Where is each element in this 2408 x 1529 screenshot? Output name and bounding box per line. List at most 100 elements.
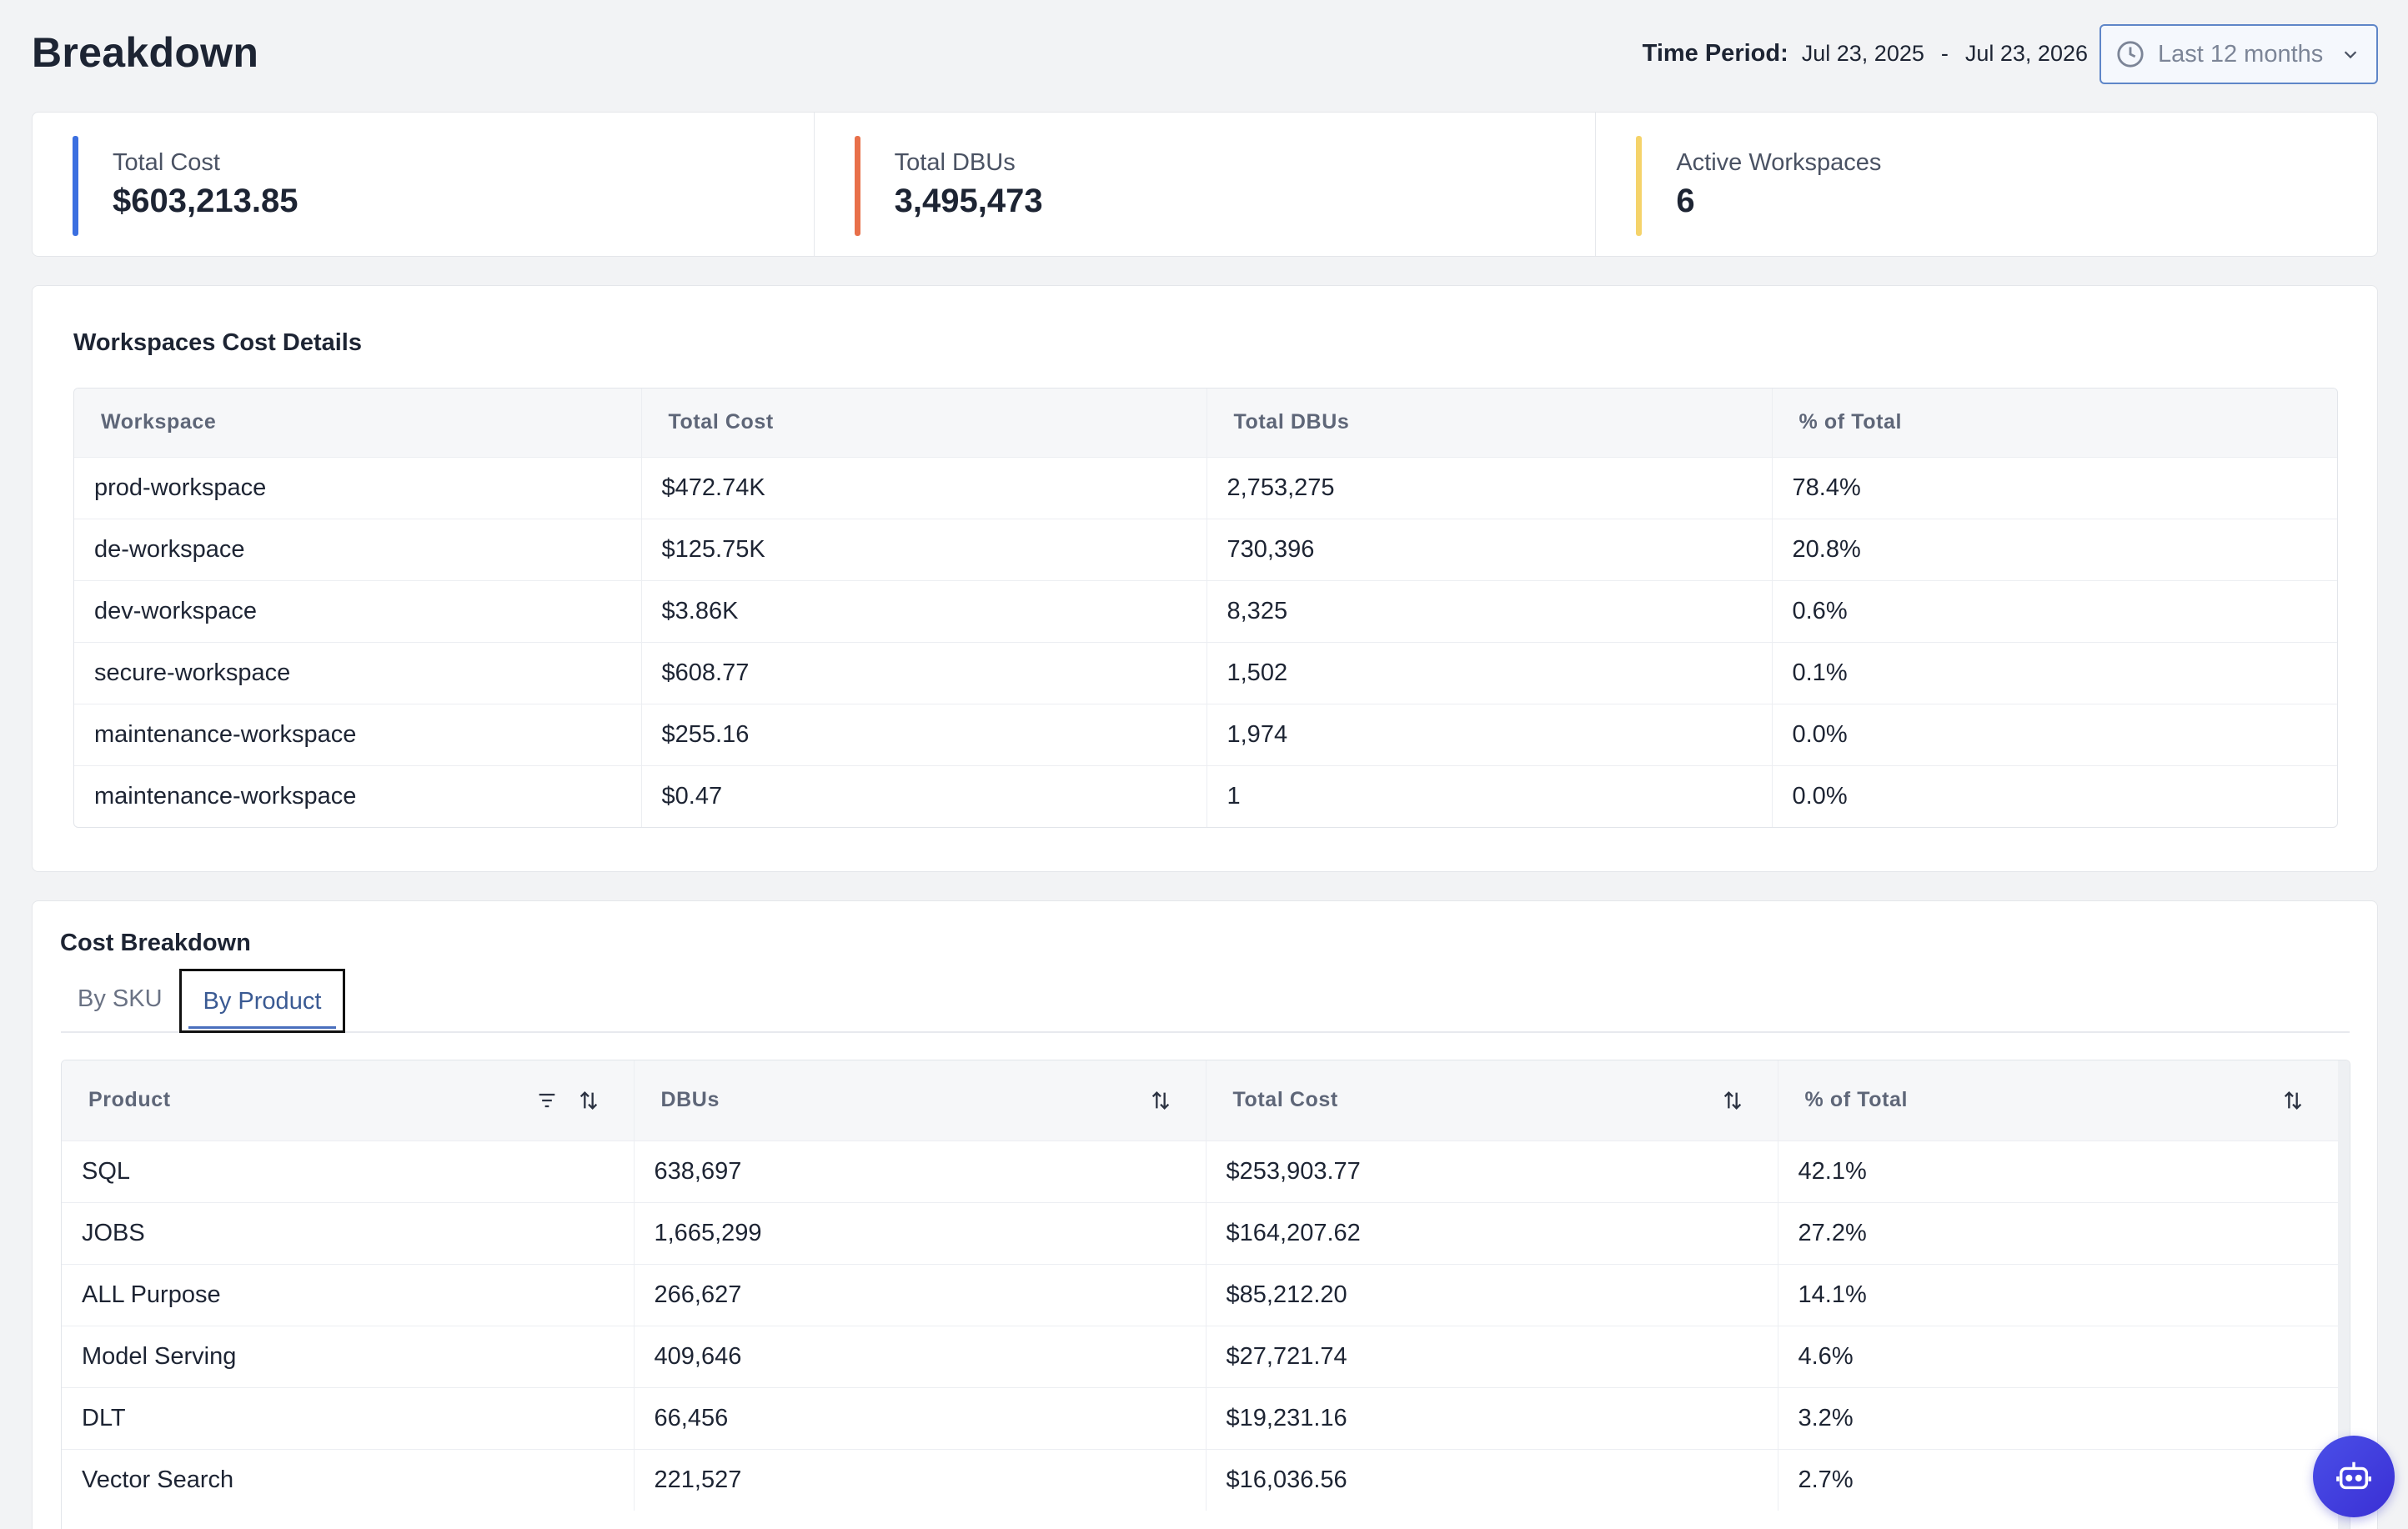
cell-total-cost: $0.47 — [640, 764, 1207, 827]
cell-total-cost: $3.86K — [640, 579, 1207, 642]
start-date: Jul 23, 2025 — [1801, 41, 1924, 66]
tab-by-product[interactable]: By Product — [178, 969, 346, 1033]
column-header-label: Product — [88, 1088, 171, 1112]
date-separator: - — [1940, 41, 1949, 66]
tab-by-sku[interactable]: By SKU — [78, 985, 163, 1012]
kpi-label: Active Workspaces — [1676, 149, 1882, 176]
table-row: de-workspace $125.75K 730,396 20.8% — [74, 518, 2337, 580]
table-row: dev-workspace $3.86K 8,325 0.6% — [74, 579, 2337, 642]
cell-percent: 3.2% — [1777, 1386, 2338, 1449]
cell-product: Vector Search — [62, 1448, 634, 1511]
filter-icon[interactable] — [535, 1089, 559, 1112]
product-table: Product DBUs — [61, 1060, 2350, 1529]
column-header-total-dbus: Total DBUs — [1206, 389, 1772, 457]
chevron-down-icon — [2344, 51, 2357, 59]
table-row: ALL Purpose 266,627 $85,212.20 14.1% — [62, 1263, 2338, 1326]
cost-breakdown-panel: Cost Breakdown By SKU By Product Product — [32, 900, 2378, 1529]
table-row: secure-workspace $608.77 1,502 0.1% — [74, 641, 2337, 704]
sort-icon[interactable] — [1721, 1089, 1744, 1112]
column-header-label: Total Cost — [1232, 1088, 1338, 1112]
sort-icon[interactable] — [577, 1089, 600, 1112]
kpi-accent-bar — [854, 136, 860, 236]
cell-total-dbus: 8,325 — [1206, 579, 1772, 642]
cell-product: ALL Purpose — [62, 1263, 634, 1326]
time-range-value: Last 12 months — [2158, 40, 2324, 68]
cell-product: SQL — [62, 1140, 634, 1202]
page-title: Breakdown — [32, 29, 259, 76]
cell-total-cost: $255.16 — [640, 703, 1207, 765]
time-period-label: Time Period: — [1642, 40, 1788, 67]
cell-workspace: prod-workspace — [74, 456, 641, 519]
robot-icon — [2336, 1461, 2371, 1490]
kpi-card-total-dbus: Total DBUs 3,495,473 — [815, 113, 1597, 256]
cell-dbus: 638,697 — [633, 1140, 1206, 1202]
cell-percent: 78.4% — [1771, 456, 2337, 519]
time-period: Time Period: Jul 23, 2025 - Jul 23, 2026 — [1643, 40, 2088, 68]
column-header-label: % of Total — [1804, 1088, 1909, 1112]
kpi-summary: Total Cost $603,213.85 Total DBUs 3,495,… — [32, 112, 2378, 257]
table-scrollbar[interactable] — [2338, 1060, 2350, 1529]
column-header-workspace: Workspace — [74, 389, 641, 457]
cell-percent: 4.6% — [1777, 1325, 2338, 1387]
cell-product: DLT — [62, 1386, 634, 1449]
cell-percent: 2.7% — [1777, 1448, 2338, 1511]
kpi-value: 3,495,473 — [894, 183, 1043, 219]
cell-total-cost: $85,212.20 — [1205, 1263, 1778, 1326]
cell-total-cost: $164,207.62 — [1205, 1201, 1778, 1264]
cell-workspace: de-workspace — [74, 518, 641, 580]
cell-total-dbus: 1,502 — [1206, 641, 1772, 704]
sort-icon[interactable] — [2281, 1089, 2305, 1112]
cell-percent: 42.1% — [1777, 1140, 2338, 1202]
cell-dbus: 266,627 — [633, 1263, 1206, 1326]
cell-total-dbus: 730,396 — [1206, 518, 1772, 580]
cost-breakdown-title: Cost Breakdown — [60, 930, 251, 956]
time-range-select[interactable]: Last 12 months — [2099, 24, 2378, 84]
kpi-value: 6 — [1676, 183, 1695, 219]
cell-product: Model Serving — [62, 1325, 634, 1387]
cell-dbus: 221,527 — [633, 1448, 1206, 1511]
cell-total-dbus: 1,974 — [1206, 703, 1772, 765]
cell-total-cost: $472.74K — [640, 456, 1207, 519]
page-header: Breakdown Time Period: Jul 23, 2025 - Ju… — [32, 0, 2378, 108]
table-row: maintenance-workspace $0.47 1 0.0% — [74, 764, 2337, 827]
column-header-percent-total: % of Total — [1777, 1060, 2338, 1140]
cell-total-cost: $253,903.77 — [1205, 1140, 1778, 1202]
cell-total-cost: $16,036.56 — [1205, 1448, 1778, 1511]
end-date: Jul 23, 2026 — [1964, 41, 2088, 66]
cell-percent: 0.1% — [1771, 641, 2337, 704]
cell-workspace: dev-workspace — [74, 579, 641, 642]
column-header-total-cost: Total Cost — [1205, 1060, 1778, 1140]
cell-workspace: maintenance-workspace — [74, 764, 641, 827]
table-row: DLT 66,456 $19,231.16 3.2% — [62, 1386, 2338, 1449]
column-header-product: Product — [62, 1060, 634, 1140]
table-row: Model Serving 409,646 $27,721.74 4.6% — [62, 1325, 2338, 1387]
kpi-value: $603,213.85 — [113, 183, 298, 219]
breakdown-tabs: By SKU By Product — [61, 966, 2350, 1033]
kpi-accent-bar — [1636, 136, 1643, 236]
cell-total-cost: $19,231.16 — [1205, 1386, 1778, 1449]
cell-total-cost: $608.77 — [640, 641, 1207, 704]
column-header-label: DBUs — [660, 1088, 720, 1112]
column-header-percent-total: % of Total — [1771, 389, 2337, 457]
table-row: SQL 638,697 $253,903.77 42.1% — [62, 1140, 2338, 1202]
cell-dbus: 409,646 — [633, 1325, 1206, 1387]
cell-workspace: maintenance-workspace — [74, 703, 641, 765]
kpi-label: Total Cost — [113, 149, 220, 176]
cell-percent: 0.0% — [1771, 764, 2337, 827]
cell-percent: 27.2% — [1777, 1201, 2338, 1264]
assistant-chat-button[interactable] — [2313, 1436, 2395, 1517]
cell-dbus: 1,665,299 — [633, 1201, 1206, 1264]
kpi-card-active-workspaces: Active Workspaces 6 — [1596, 113, 2377, 256]
cell-total-dbus: 2,753,275 — [1206, 456, 1772, 519]
sort-icon[interactable] — [1149, 1089, 1172, 1112]
column-header-dbus: DBUs — [633, 1060, 1206, 1140]
cell-workspace: secure-workspace — [74, 641, 641, 704]
cell-total-cost: $125.75K — [640, 518, 1207, 580]
table-row: prod-workspace $472.74K 2,753,275 78.4% — [74, 456, 2337, 519]
column-header-total-cost: Total Cost — [640, 389, 1207, 457]
kpi-label: Total DBUs — [894, 149, 1016, 176]
cell-percent: 0.0% — [1771, 703, 2337, 765]
workspaces-title: Workspaces Cost Details — [73, 329, 362, 356]
clock-icon — [2117, 41, 2144, 68]
cell-dbus: 66,456 — [633, 1386, 1206, 1449]
